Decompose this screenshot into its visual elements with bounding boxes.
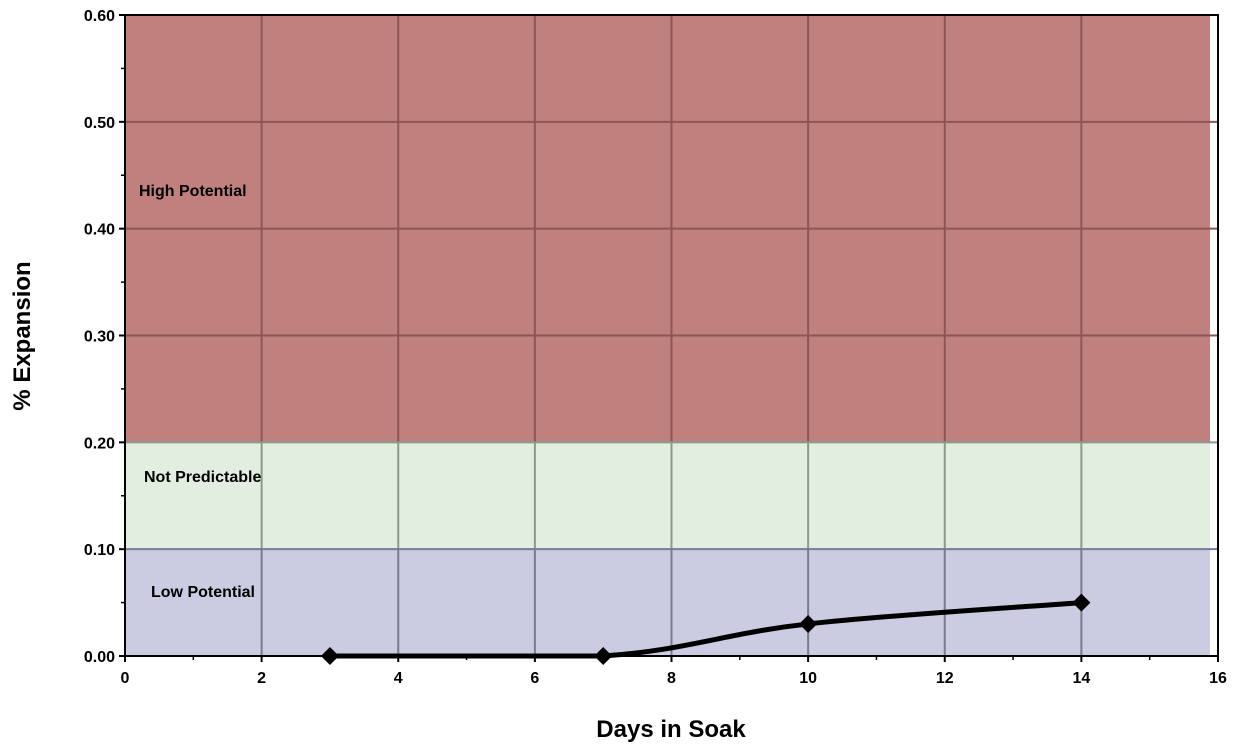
y-tick-label: 0.30 (84, 329, 115, 346)
y-tick-label: 0.00 (84, 649, 115, 666)
x-tick-label: 6 (530, 670, 539, 687)
x-tick-label: 8 (667, 670, 676, 687)
x-tick-label: 16 (1209, 670, 1227, 687)
band-label-1: Not Predictable (144, 469, 261, 486)
series-line-0 (329, 600, 1082, 659)
y-tick-label: 0.10 (84, 542, 115, 559)
x-tick-label: 0 (121, 670, 130, 687)
x-tick-label: 14 (1072, 670, 1090, 687)
y-tick-label: 0.20 (84, 435, 115, 452)
x-tick-label: 2 (257, 670, 266, 687)
band-1 (125, 442, 1210, 550)
data-point (799, 614, 818, 633)
band-label-2: Low Potential (151, 584, 255, 601)
y-tick-label: 0.50 (84, 115, 115, 132)
x-tick-label: 10 (799, 670, 817, 687)
y-tick-label: 0.40 (84, 222, 115, 239)
y-tick-label: 0.60 (84, 8, 115, 25)
data-point (1072, 593, 1091, 612)
y-axis-title: % Expansion (9, 261, 36, 410)
x-axis-title: Days in Soak (596, 716, 746, 743)
x-tick-label: 12 (936, 670, 954, 687)
x-tick-label: 4 (394, 670, 403, 687)
band-label-0: High Potential (139, 183, 247, 200)
band-2 (125, 549, 1210, 656)
data-point (594, 647, 613, 665)
data-point (320, 647, 339, 665)
